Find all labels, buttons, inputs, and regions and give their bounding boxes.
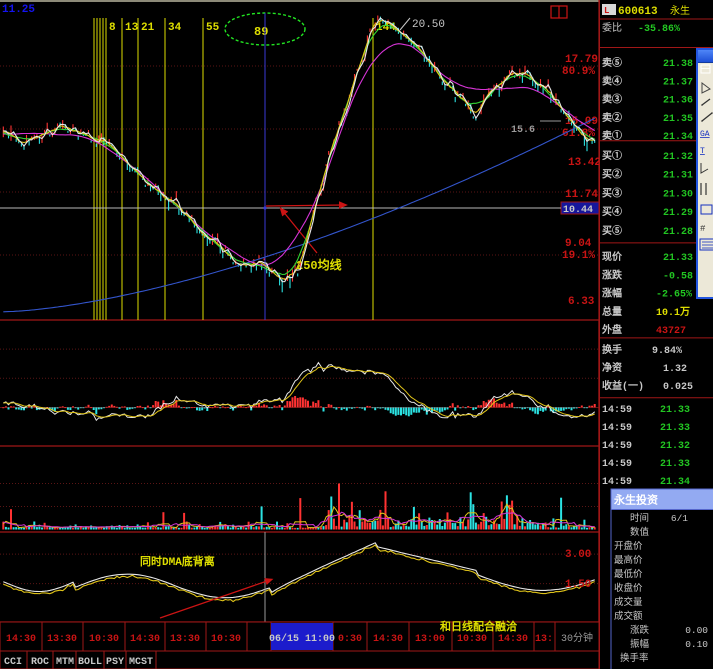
svg-text:14:59: 14:59 — [602, 477, 632, 488]
svg-text:涨跌: 涨跌 — [630, 624, 650, 636]
svg-text:14:59: 14:59 — [602, 423, 632, 434]
svg-text:21.32: 21.32 — [663, 152, 693, 163]
svg-text:21.31: 21.31 — [663, 171, 693, 182]
svg-text:总量: 总量 — [602, 305, 622, 319]
svg-text:21.28: 21.28 — [663, 227, 693, 238]
svg-text:21.33: 21.33 — [660, 405, 690, 416]
svg-text:涨跌: 涨跌 — [602, 268, 623, 282]
svg-text:10:30: 10:30 — [457, 634, 487, 645]
svg-text:永生: 永生 — [670, 4, 690, 18]
svg-text:买①: 买① — [602, 149, 622, 163]
svg-text:21.29: 21.29 — [663, 208, 693, 219]
svg-text:净资: 净资 — [602, 361, 622, 375]
svg-text:MTM: MTM — [56, 657, 74, 668]
svg-text:收益(一): 收益(一) — [602, 379, 644, 393]
svg-text:永生投资: 永生投资 — [613, 493, 658, 508]
svg-text:卖⑤: 卖⑤ — [602, 56, 622, 70]
svg-text:最低价: 最低价 — [614, 568, 643, 580]
svg-text:振幅: 振幅 — [630, 638, 650, 650]
svg-text:21.32: 21.32 — [660, 441, 690, 452]
svg-text:MCST: MCST — [129, 657, 153, 668]
svg-text:21.34: 21.34 — [663, 132, 693, 143]
svg-text:30分钟: 30分钟 — [561, 631, 593, 645]
svg-text:43727: 43727 — [656, 326, 686, 337]
svg-text:21.33: 21.33 — [663, 253, 693, 264]
svg-text:买③: 买③ — [602, 186, 622, 200]
svg-text:14:30: 14:30 — [498, 634, 528, 645]
svg-text:10:30: 10:30 — [89, 634, 119, 645]
svg-text:换手: 换手 — [602, 343, 622, 357]
svg-text:L: L — [604, 6, 609, 16]
svg-text:13:: 13: — [535, 634, 553, 645]
svg-text:21.38: 21.38 — [663, 59, 693, 70]
svg-text:T: T — [700, 147, 705, 156]
svg-text:14:59: 14:59 — [602, 405, 632, 416]
svg-text:收盘价: 收盘价 — [614, 582, 643, 594]
svg-text:9.84%: 9.84% — [652, 346, 682, 357]
svg-text:-35.86%: -35.86% — [638, 24, 680, 35]
svg-text:21.37: 21.37 — [663, 77, 693, 88]
svg-text:换手率: 换手率 — [620, 652, 649, 664]
svg-text:1.32: 1.32 — [663, 364, 687, 375]
svg-text:21.34: 21.34 — [660, 477, 690, 488]
svg-text:外盘: 外盘 — [601, 323, 622, 337]
svg-text:卖③: 卖③ — [602, 93, 622, 107]
svg-text:6/1: 6/1 — [671, 513, 688, 524]
svg-text:0.00: 0.00 — [685, 625, 708, 636]
svg-text:ROC: ROC — [31, 657, 49, 668]
svg-text:买④: 买④ — [602, 205, 622, 219]
svg-text:13:00: 13:00 — [415, 634, 445, 645]
svg-text:成交量: 成交量 — [614, 596, 643, 608]
svg-text:-0.58: -0.58 — [663, 271, 693, 282]
svg-text:GA: GA — [700, 130, 710, 139]
svg-text:14:59: 14:59 — [602, 441, 632, 452]
svg-text:开盘价: 开盘价 — [614, 540, 643, 552]
svg-text:21.30: 21.30 — [663, 189, 693, 200]
svg-text:现价: 现价 — [602, 251, 623, 264]
svg-text:PSY: PSY — [106, 657, 124, 668]
svg-text:10:30: 10:30 — [211, 634, 241, 645]
svg-text:BOLL: BOLL — [78, 657, 102, 668]
svg-text:卖②: 卖② — [602, 111, 622, 125]
svg-text:06/15 11:00: 06/15 11:00 — [269, 633, 335, 645]
svg-text:14:30: 14:30 — [6, 634, 36, 645]
svg-text:0.025: 0.025 — [663, 382, 693, 393]
svg-text:13:30: 13:30 — [170, 634, 200, 645]
svg-text:时间: 时间 — [630, 512, 649, 524]
svg-text:14:30: 14:30 — [130, 634, 160, 645]
svg-text:14:30: 14:30 — [373, 634, 403, 645]
svg-text:14:59: 14:59 — [602, 459, 632, 470]
svg-text:21.36: 21.36 — [663, 96, 693, 107]
svg-text:10.1万: 10.1万 — [656, 306, 690, 319]
svg-text:数值: 数值 — [630, 526, 650, 538]
svg-text:买⑤: 买⑤ — [602, 224, 622, 238]
svg-text:600613: 600613 — [618, 6, 658, 18]
svg-text:涨幅: 涨幅 — [602, 287, 622, 301]
svg-text:成交额: 成交额 — [614, 610, 643, 622]
svg-text:和日线配合融洽: 和日线配合融洽 — [440, 619, 518, 634]
svg-text:#: # — [700, 224, 706, 234]
svg-text:21.33: 21.33 — [660, 423, 690, 434]
svg-text:买②: 买② — [602, 168, 622, 182]
svg-text:21.35: 21.35 — [663, 114, 693, 125]
svg-text:CCI: CCI — [4, 657, 22, 668]
svg-text:卖④: 卖④ — [602, 74, 622, 88]
svg-text:委比: 委比 — [602, 21, 622, 35]
svg-text:最高价: 最高价 — [614, 554, 643, 566]
svg-text:21.33: 21.33 — [660, 459, 690, 470]
svg-text:-2.65%: -2.65% — [656, 290, 692, 301]
svg-text:0:30: 0:30 — [338, 634, 362, 645]
svg-text:13:30: 13:30 — [47, 634, 77, 645]
svg-text:0.10: 0.10 — [685, 639, 708, 650]
